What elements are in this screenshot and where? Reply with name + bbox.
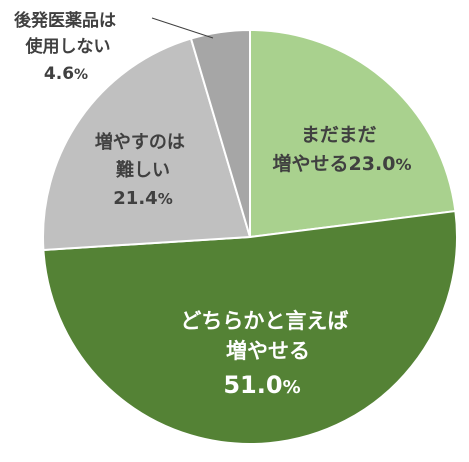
slice-value-muzukashii: 21.4% <box>113 188 172 209</box>
slice-value-dochiraka: 51.0% <box>223 371 300 399</box>
pie-slice-muzukashii <box>42 37 252 252</box>
pie-slice-dochiraka <box>42 209 458 445</box>
pie-slice-shiyoushinai <box>189 28 251 238</box>
slice-label-mada-mada: まだまだ 増やせる23.0% <box>273 124 412 175</box>
leader-line <box>151 17 214 39</box>
slice-label-dochiraka: どちらかと言えば 増やせる <box>180 309 355 363</box>
slice-label-shiyoushinai: 後発医薬品は 使用しない <box>14 10 122 57</box>
pie-slices <box>42 28 458 445</box>
pie-slice-mada-mada <box>249 28 457 239</box>
slice-value-shiyoushinai: 4.6% <box>44 64 88 84</box>
slice-label-muzukashii: 増やすのは 難しい <box>95 131 191 181</box>
